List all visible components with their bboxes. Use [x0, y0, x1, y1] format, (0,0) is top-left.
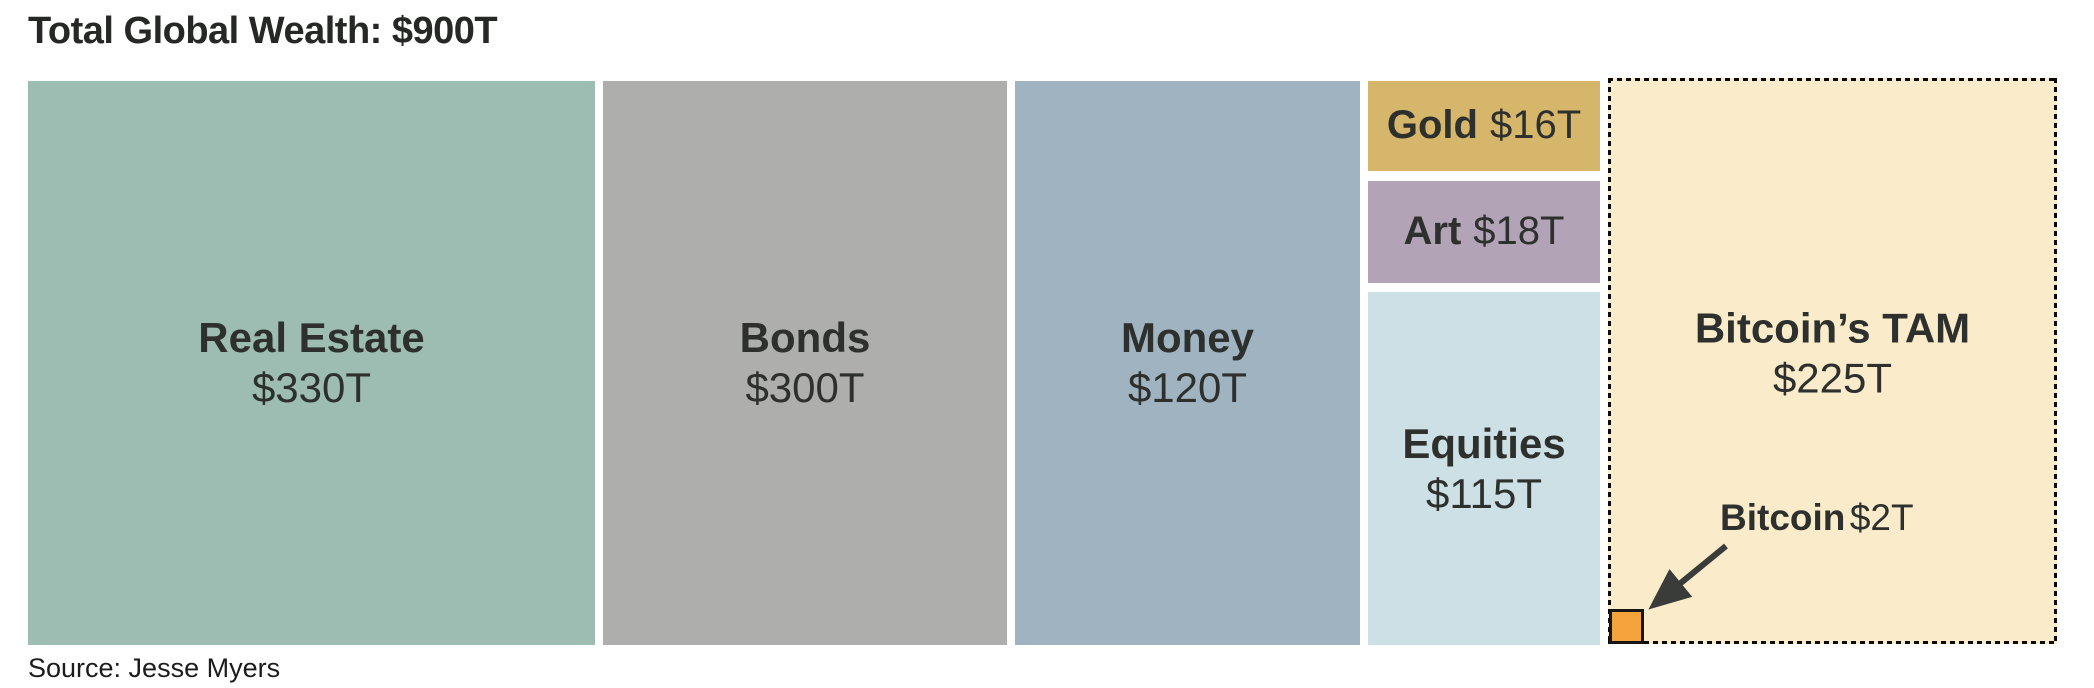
segment-gold-name: Gold	[1386, 103, 1478, 148]
bitcoin-annotation-name: Bitcoin	[1720, 497, 1846, 538]
segment-art-name: Art	[1403, 209, 1462, 254]
segment-real-estate-name: Real Estate	[198, 314, 425, 362]
bitcoin-annotation: Bitcoin $2T	[1720, 496, 1914, 540]
segment-bonds-value: $300T	[745, 364, 865, 411]
source-note: Source: Jesse Myers	[28, 653, 281, 683]
segment-bitcoin-tam-label: Bitcoin’s TAM $225T	[1608, 304, 2057, 403]
segment-bitcoin-tam-value: $225T	[1772, 354, 1893, 402]
segment-bonds: Bonds $300T	[603, 81, 1007, 645]
segment-equities-name: Equities	[1402, 419, 1566, 467]
segment-real-estate: Real Estate $330T	[28, 81, 595, 645]
segment-money: Money $120T	[1015, 81, 1360, 645]
segment-art: Art $18T	[1368, 181, 1600, 283]
bitcoin-annotation-value: $2T	[1849, 497, 1914, 538]
segment-gold-value: $16T	[1489, 103, 1582, 148]
bitcoin-square	[1609, 609, 1644, 644]
segment-equities: Equities $115T	[1368, 292, 1600, 645]
segment-gold: Gold $16T	[1368, 81, 1600, 171]
segment-bitcoin-tam: Bitcoin’s TAM $225T Bitcoin $2T	[1608, 78, 2057, 644]
segment-bonds-name: Bonds	[739, 314, 871, 362]
segment-bitcoin-tam-name: Bitcoin’s TAM	[1694, 304, 1971, 352]
bitcoin-arrow-icon	[1648, 543, 1728, 610]
segment-real-estate-value: $330T	[251, 364, 372, 411]
chart-title: Total Global Wealth: $900T	[28, 10, 498, 52]
segment-money-value: $120T	[1127, 364, 1248, 411]
segment-art-value: $18T	[1473, 209, 1565, 254]
segment-money-name: Money	[1120, 314, 1254, 362]
segment-equities-value: $115T	[1426, 469, 1542, 517]
